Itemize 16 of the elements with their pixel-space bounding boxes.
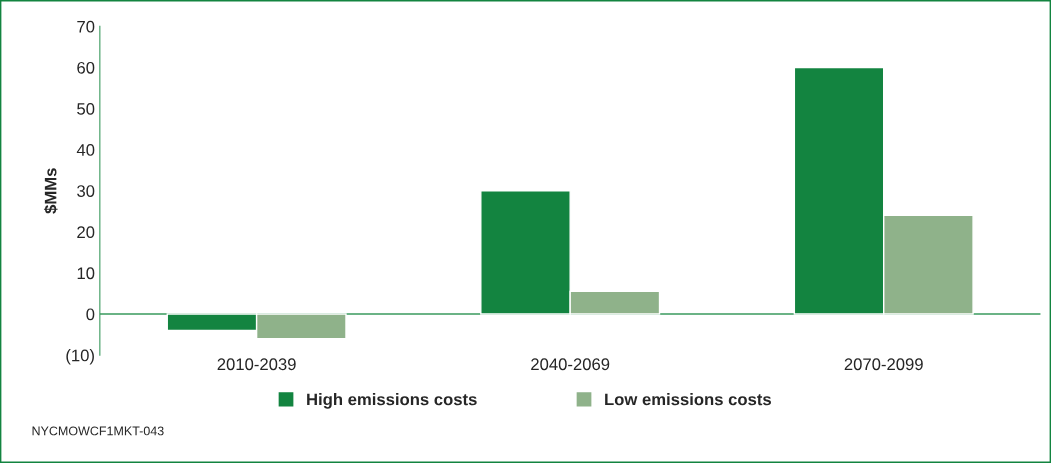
y-tick-label: 40 [76,144,95,156]
y-axis-title: $MMs [43,168,58,214]
legend-label: Low emissions costs [605,393,771,406]
y-tick-label: 70 [77,20,95,33]
y-tick-label: 30 [77,185,95,197]
y-tick-label: 50 [77,102,95,115]
y-tick-label: 60 [77,61,95,74]
x-tick-label: 2010-2039 [217,358,296,371]
y-tick-label: 0 [86,308,95,321]
x-tick-label: 2070-2099 [844,358,923,371]
y-tick-label: 10 [77,267,95,280]
y-tick-label: 20 [77,226,95,239]
x-tick-label: 2040-2069 [531,358,610,371]
text: NYCMOWCF1MKT-043 [32,426,164,436]
y-tick-label: (10) [66,349,94,365]
legend-label: High emissions costs [307,393,477,409]
